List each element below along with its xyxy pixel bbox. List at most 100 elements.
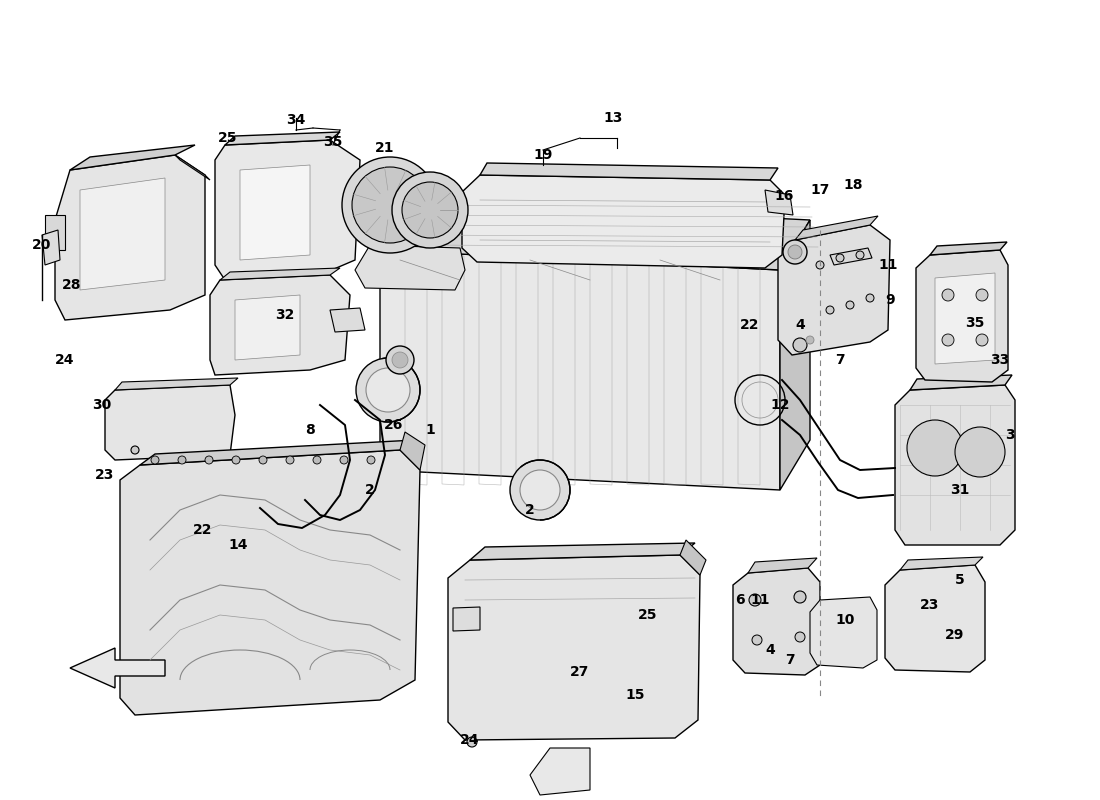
Circle shape [788, 245, 802, 259]
Circle shape [520, 470, 560, 510]
Circle shape [749, 594, 761, 606]
Text: 14: 14 [229, 538, 248, 552]
Polygon shape [116, 378, 238, 390]
Polygon shape [214, 140, 360, 280]
Polygon shape [916, 250, 1008, 382]
Circle shape [356, 358, 420, 422]
Polygon shape [830, 248, 872, 265]
Polygon shape [55, 155, 205, 320]
Text: 23: 23 [96, 468, 114, 482]
Circle shape [131, 446, 139, 454]
Circle shape [392, 352, 408, 368]
Polygon shape [900, 557, 983, 570]
Text: 8: 8 [305, 423, 315, 437]
Circle shape [806, 336, 814, 344]
Polygon shape [530, 748, 590, 795]
Circle shape [232, 456, 240, 464]
Circle shape [258, 456, 267, 464]
Circle shape [342, 157, 438, 253]
Circle shape [976, 289, 988, 301]
Text: 28: 28 [63, 278, 81, 292]
Text: 26: 26 [384, 418, 404, 432]
Polygon shape [886, 565, 984, 672]
Text: 24: 24 [55, 353, 75, 367]
Text: 29: 29 [945, 628, 965, 642]
Polygon shape [226, 132, 340, 145]
Text: 35: 35 [966, 316, 984, 330]
Text: 5: 5 [955, 573, 965, 587]
Text: 2: 2 [525, 503, 535, 517]
Polygon shape [220, 268, 340, 280]
Polygon shape [45, 215, 65, 250]
Circle shape [510, 460, 570, 520]
Circle shape [366, 368, 410, 412]
Polygon shape [810, 597, 877, 668]
Polygon shape [733, 568, 820, 675]
Circle shape [386, 346, 414, 374]
Text: 31: 31 [950, 483, 970, 497]
Circle shape [367, 456, 375, 464]
Text: 7: 7 [785, 653, 795, 667]
Polygon shape [448, 555, 700, 740]
Text: 4: 4 [795, 318, 805, 332]
Circle shape [856, 251, 864, 259]
Circle shape [942, 334, 954, 346]
Text: 23: 23 [921, 598, 939, 612]
Text: 2: 2 [365, 483, 375, 497]
Circle shape [340, 456, 348, 464]
Polygon shape [175, 155, 210, 180]
Polygon shape [120, 450, 420, 715]
Text: 33: 33 [990, 353, 1010, 367]
Text: 18: 18 [844, 178, 862, 192]
Polygon shape [764, 190, 793, 215]
Circle shape [866, 294, 874, 302]
Text: 32: 32 [275, 308, 295, 322]
Polygon shape [795, 216, 878, 240]
Circle shape [826, 306, 834, 314]
Text: 11: 11 [750, 593, 770, 607]
Polygon shape [140, 440, 415, 465]
Circle shape [793, 338, 807, 352]
Text: 24: 24 [460, 733, 480, 747]
Text: 4: 4 [766, 643, 774, 657]
Circle shape [908, 420, 962, 476]
Circle shape [752, 635, 762, 645]
Polygon shape [935, 273, 996, 364]
Circle shape [794, 591, 806, 603]
Polygon shape [70, 648, 165, 688]
Circle shape [955, 427, 1005, 477]
Text: 25: 25 [218, 131, 238, 145]
Polygon shape [80, 178, 165, 290]
Text: 19: 19 [534, 148, 552, 162]
Text: 30: 30 [92, 398, 111, 412]
Polygon shape [70, 145, 195, 170]
Circle shape [816, 261, 824, 269]
Polygon shape [379, 200, 810, 270]
Text: 27: 27 [570, 665, 590, 679]
Polygon shape [910, 375, 1012, 390]
Circle shape [352, 167, 428, 243]
Text: 22: 22 [740, 318, 760, 332]
Polygon shape [780, 220, 810, 490]
Polygon shape [379, 250, 780, 490]
Circle shape [205, 456, 213, 464]
Circle shape [392, 172, 468, 248]
Text: 15: 15 [625, 688, 645, 702]
Circle shape [942, 289, 954, 301]
Text: 34: 34 [286, 113, 306, 127]
Text: 25: 25 [638, 608, 658, 622]
Text: 7: 7 [835, 353, 845, 367]
Text: 6: 6 [735, 593, 745, 607]
Polygon shape [680, 540, 706, 575]
Text: 3: 3 [1005, 428, 1015, 442]
Text: 16: 16 [774, 189, 794, 203]
Polygon shape [355, 245, 465, 290]
Polygon shape [240, 165, 310, 260]
Polygon shape [930, 242, 1007, 255]
Polygon shape [330, 308, 365, 332]
Circle shape [468, 737, 477, 747]
Polygon shape [748, 558, 817, 573]
Circle shape [836, 254, 844, 262]
Text: 13: 13 [603, 111, 623, 125]
Text: 1: 1 [425, 423, 435, 437]
